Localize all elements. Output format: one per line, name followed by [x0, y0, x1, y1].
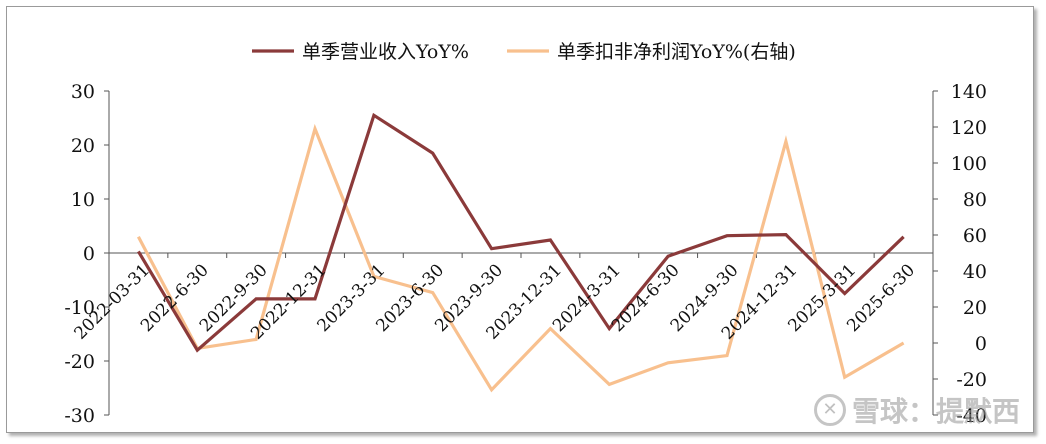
axes: -30 -20 -10 0 10 20 30 -40 -20 0 20 40 60 80 100 120 140 — [64, 81, 987, 427]
line-chart: 单季营业收入YoY% 单季扣非净利润YoY%(右轴) -30 -20 -10 0 10 20… — [64, 41, 987, 427]
left-tick-label: -20 — [64, 351, 95, 373]
watermark-text: 雪球：提默西 — [851, 395, 1020, 428]
legend-label-revenue: 单季营业收入YoY% — [302, 41, 469, 63]
right-tick-label: 100 — [951, 153, 987, 175]
left-tick-label: 20 — [71, 135, 95, 157]
left-tick-label: -30 — [64, 405, 95, 427]
left-tick-label: -10 — [64, 297, 95, 319]
series-line-net-profit-yoy — [136, 123, 905, 393]
series-line-revenue-yoy — [137, 112, 905, 353]
right-tick-label: 60 — [963, 225, 987, 247]
right-tick-label: -40 — [956, 405, 987, 427]
right-tick-label: 0 — [975, 333, 987, 355]
right-tick-label: 80 — [963, 189, 987, 211]
right-tick-label: 20 — [963, 297, 987, 319]
snowball-logo-icon: ✕ — [813, 394, 846, 426]
left-tick-label: 0 — [83, 243, 95, 265]
series-lines — [136, 112, 905, 393]
right-tick-label: -20 — [956, 369, 987, 391]
watermark: ✕ 雪球：提默西 — [813, 390, 1020, 430]
legend-label-net-profit: 单季扣非净利润YoY%(右轴) — [557, 41, 796, 63]
category-labels: 2022-03-312022-6-302022-9-302022-12-3120… — [71, 260, 920, 343]
left-tick-label: 10 — [71, 189, 95, 211]
right-tick-label: 40 — [963, 261, 987, 283]
right-tick-label: 120 — [951, 117, 987, 139]
left-tick-label: 30 — [71, 81, 95, 103]
right-tick-label: 140 — [951, 81, 987, 103]
chart-frame: 单季营业收入YoY% 单季扣非净利润YoY%(右轴) -30 -20 -10 0 10 20… — [6, 6, 1034, 433]
legend: 单季营业收入YoY% 单季扣非净利润YoY%(右轴) — [252, 41, 796, 63]
